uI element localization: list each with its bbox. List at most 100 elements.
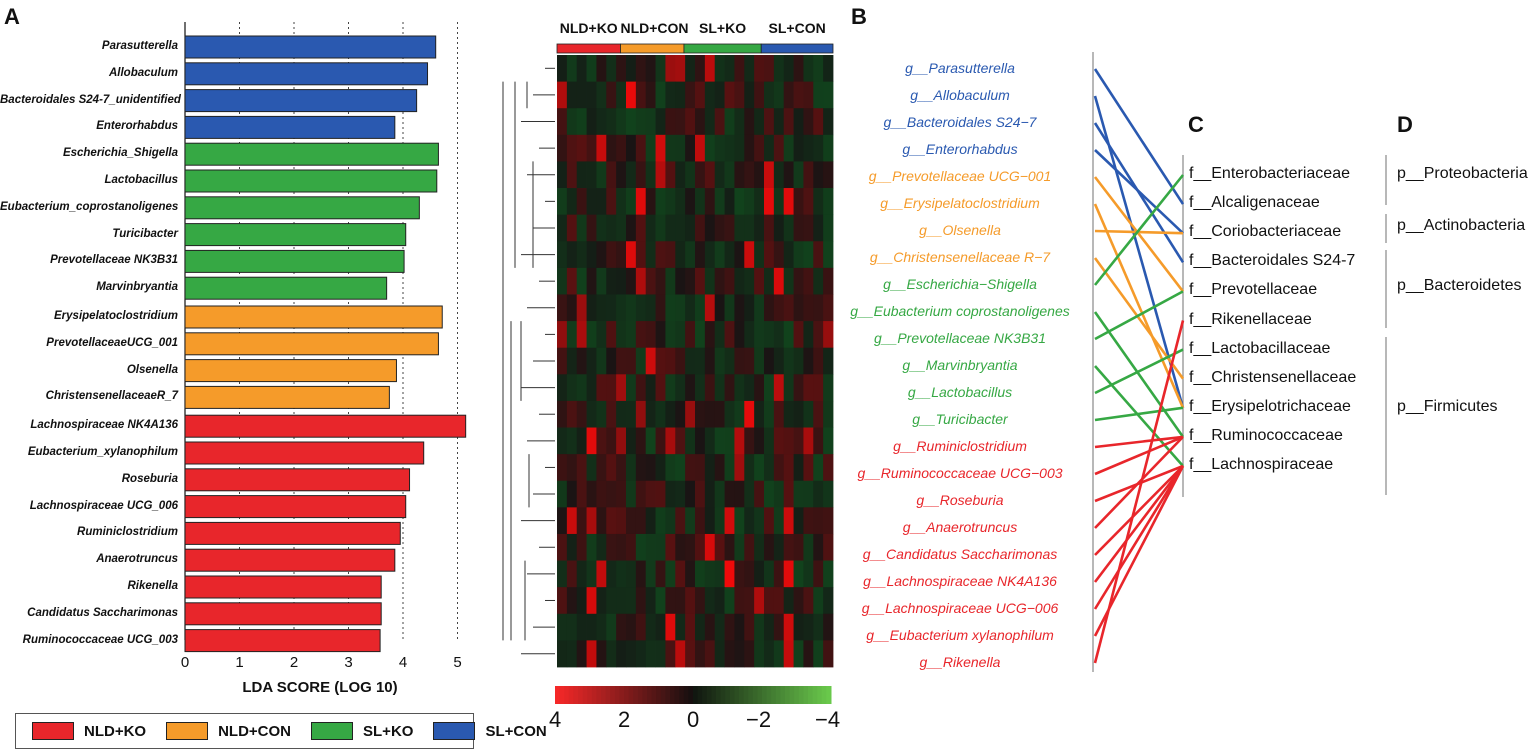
heatmap-cell bbox=[626, 81, 637, 109]
heatmap-cell bbox=[655, 507, 666, 535]
heatmap-cell bbox=[557, 188, 568, 216]
heatmap-cell bbox=[645, 374, 656, 402]
heatmap-cell bbox=[714, 108, 725, 136]
heatmap-cell bbox=[773, 507, 785, 535]
lda-bar bbox=[184, 414, 467, 438]
heatmap-cell bbox=[754, 55, 765, 83]
heatmap-cell bbox=[813, 188, 824, 216]
heatmap-cell bbox=[645, 321, 656, 349]
colorbar-segment bbox=[693, 686, 699, 704]
lda-bar bbox=[184, 249, 405, 273]
heatmap-cell bbox=[557, 613, 568, 641]
heatmap-cell bbox=[764, 321, 775, 349]
heatmap-cell bbox=[655, 134, 666, 162]
colorbar-segment bbox=[757, 686, 763, 704]
heatmap-cell bbox=[665, 507, 676, 535]
heatmap-cell bbox=[793, 108, 804, 136]
heatmap-cell bbox=[773, 55, 785, 83]
heatmap-cell bbox=[783, 241, 794, 269]
heatmap-cell bbox=[764, 134, 775, 162]
colorbar-segment bbox=[697, 686, 703, 704]
genus-label: g__Prevotellaceae UCG−001 bbox=[868, 168, 1052, 184]
heatmap-cell bbox=[754, 400, 765, 428]
family-label: f__Rikenellaceae bbox=[1189, 310, 1312, 328]
heatmap-cell bbox=[793, 480, 804, 508]
heatmap-cell bbox=[783, 134, 794, 162]
heatmap-cell bbox=[576, 267, 587, 295]
heatmap-cell bbox=[557, 161, 568, 189]
heatmap-cell bbox=[813, 533, 824, 561]
heatmap-cell bbox=[695, 267, 706, 295]
heatmap-cell bbox=[645, 188, 656, 216]
heatmap-cell bbox=[606, 81, 617, 109]
bar-label: Lachnospiraceae NK4A136 bbox=[30, 419, 178, 432]
heatmap-cell bbox=[744, 55, 755, 83]
taxonomy-link bbox=[1094, 465, 1184, 556]
heatmap-cell bbox=[566, 214, 578, 242]
heatmap-cell bbox=[557, 374, 568, 402]
lda-bar bbox=[184, 441, 425, 465]
heatmap-cell bbox=[566, 374, 578, 402]
heatmap-cell bbox=[576, 613, 587, 641]
heatmap-cell bbox=[675, 161, 686, 189]
heatmap-cell bbox=[566, 55, 578, 83]
heatmap-cell bbox=[675, 81, 686, 109]
colorbar-segment bbox=[798, 686, 804, 704]
heatmap-cell bbox=[675, 134, 686, 162]
heatmap-cell bbox=[586, 294, 597, 322]
heatmap-cell bbox=[695, 427, 706, 455]
heatmap-cell bbox=[754, 294, 765, 322]
heatmap-cell bbox=[803, 214, 814, 242]
heatmap-cell bbox=[635, 560, 647, 588]
lda-bar bbox=[184, 305, 443, 329]
taxonomy-link bbox=[1093, 68, 1185, 205]
heatmap-cell bbox=[773, 480, 785, 508]
heatmap-cell bbox=[576, 214, 587, 242]
heatmap-cell bbox=[813, 134, 824, 162]
heatmap-cell bbox=[704, 427, 716, 455]
heatmap-cell bbox=[724, 241, 735, 269]
heatmap-cell bbox=[754, 161, 765, 189]
heatmap-cell bbox=[813, 374, 824, 402]
lda-bar bbox=[184, 359, 397, 383]
heatmap-cell bbox=[606, 55, 617, 83]
heatmap-cell bbox=[813, 81, 824, 109]
heatmap-cell bbox=[566, 533, 578, 561]
heatmap-cell bbox=[655, 480, 666, 508]
colorbar-segment bbox=[647, 686, 653, 704]
family-label: f__Enterobacteriaceae bbox=[1189, 165, 1350, 182]
heatmap-cell bbox=[566, 188, 578, 216]
heatmap-cell bbox=[744, 108, 755, 136]
heatmap-cell bbox=[645, 267, 656, 295]
heatmap-cell bbox=[724, 640, 735, 668]
heatmap-cell bbox=[823, 55, 834, 83]
heatmap-cell bbox=[665, 533, 676, 561]
heatmap-cell bbox=[695, 480, 706, 508]
heatmap-cell bbox=[813, 108, 824, 136]
heatmap-cell bbox=[665, 427, 676, 455]
heatmap-group-label: NLD+CON bbox=[620, 20, 689, 36]
bar-label: Parasutterella bbox=[101, 40, 178, 52]
heatmap-cell bbox=[635, 374, 647, 402]
heatmap-cell bbox=[596, 507, 607, 535]
heatmap-cell bbox=[823, 161, 834, 189]
heatmap-cell bbox=[793, 640, 804, 668]
heatmap-cell bbox=[734, 108, 745, 136]
heatmap-cell bbox=[764, 347, 775, 375]
heatmap-cell bbox=[754, 321, 765, 349]
heatmap-cell bbox=[724, 480, 735, 508]
heatmap-cell bbox=[734, 560, 745, 588]
heatmap-cell bbox=[695, 613, 706, 641]
heatmap-cell bbox=[724, 533, 735, 561]
heatmap-cell bbox=[793, 321, 804, 349]
heatmap-cell bbox=[557, 55, 568, 83]
heatmap-cell bbox=[616, 613, 627, 641]
colorbar-segment bbox=[826, 686, 832, 704]
heatmap-cell bbox=[557, 347, 568, 375]
lda-bar bbox=[184, 89, 418, 113]
heatmap-cell bbox=[586, 134, 597, 162]
heatmap-cell bbox=[734, 613, 745, 641]
heatmap-cell bbox=[773, 347, 785, 375]
heatmap-cell bbox=[783, 108, 794, 136]
legend-swatch bbox=[311, 722, 354, 740]
